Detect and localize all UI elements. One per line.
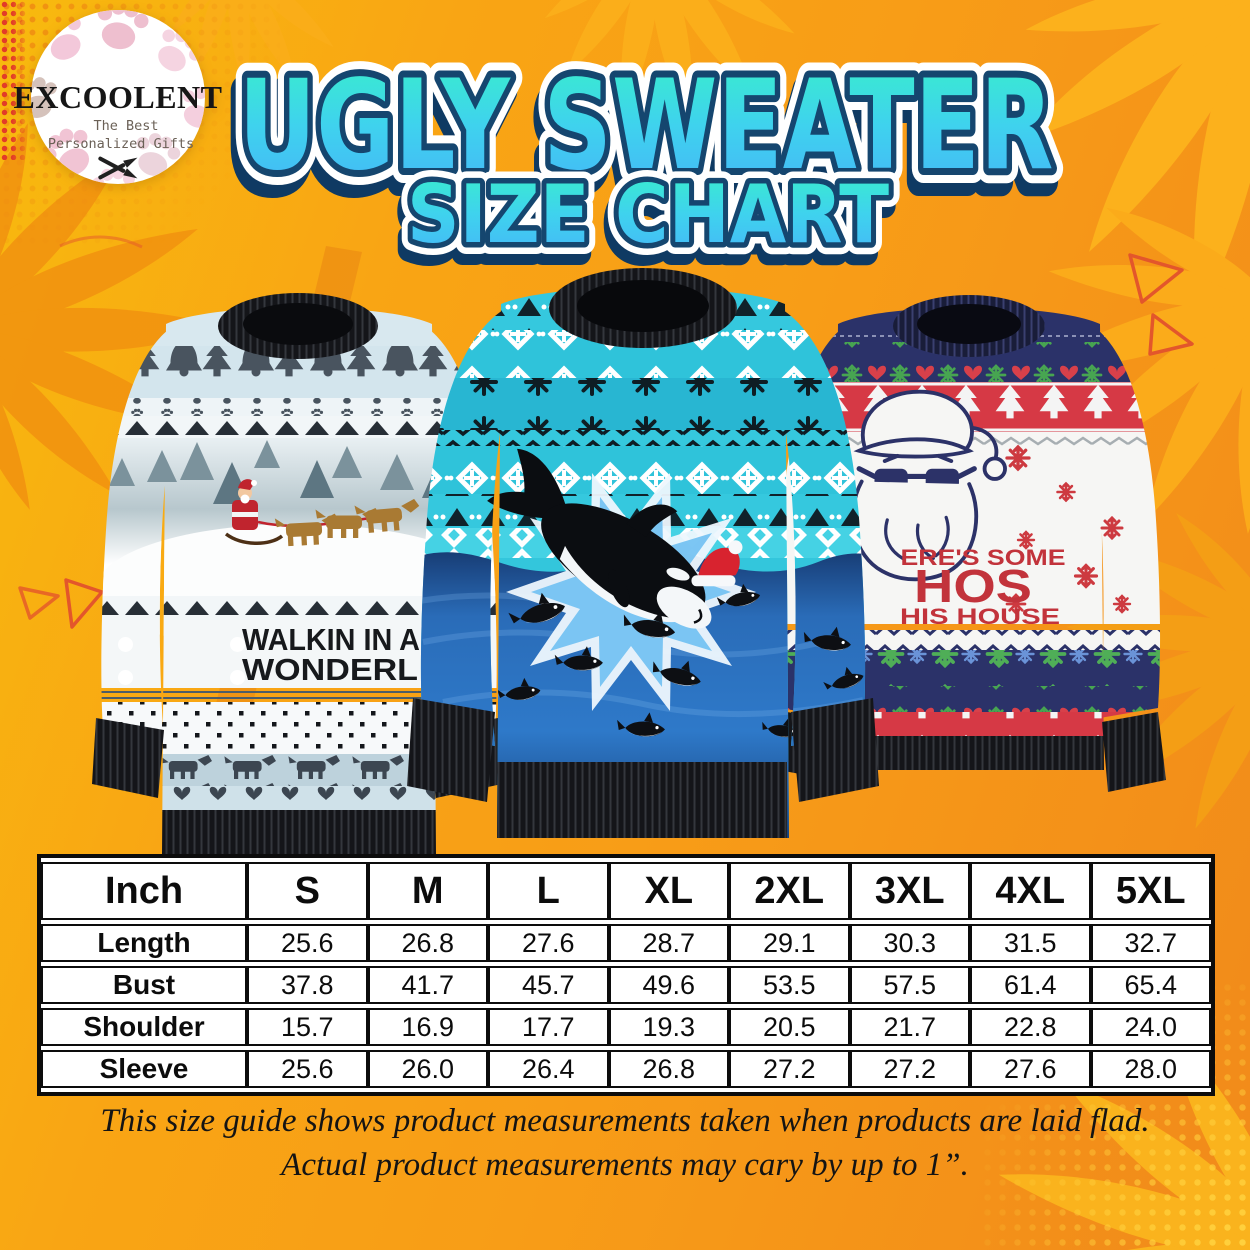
row-label: Length (41, 924, 247, 962)
cell-value: 17.7 (488, 1008, 609, 1046)
column-header: 5XL (1090, 862, 1211, 920)
row-label: Bust (41, 966, 247, 1004)
table-row-bust: Bust 37.8 41.7 45.7 49.6 53.5 57.5 61.4 … (41, 966, 1211, 1004)
size-table-header-row: Inch S M L XL 2XL 3XL 4XL 5XL (41, 862, 1211, 920)
cell-value: 26.0 (367, 1050, 488, 1088)
left-sweater-text-line2: WONDERL (242, 652, 418, 687)
cell-value: 32.7 (1090, 924, 1211, 962)
svg-text:UGLY SWEATER: UGLY SWEATER (234, 67, 1049, 211)
column-header: M (367, 862, 488, 920)
cell-value: 29.1 (729, 924, 850, 962)
cell-value: 45.7 (488, 966, 609, 1004)
cell-value: 27.6 (488, 924, 609, 962)
white-dot (118, 670, 133, 685)
column-header: 3XL (849, 862, 970, 920)
cell-value: 21.7 (849, 1008, 970, 1046)
table-row-sleeve: Sleeve 25.6 26.0 26.4 26.8 27.2 27.2 27.… (41, 1050, 1211, 1088)
big-orca (487, 448, 743, 629)
cell-value: 27.6 (970, 1050, 1091, 1088)
brand-tagline-line2: Personalized Gifts (48, 136, 194, 152)
sweater-orca-santa (407, 268, 879, 838)
disclaimer-line2: Actual product measurements may cary by … (281, 1146, 969, 1183)
title-line2: SIZE CHART (407, 168, 889, 261)
poster-title: UGLY SWEATER UGLY SWEATER UGLY SWEATER S… (219, 39, 1069, 276)
cell-value: 61.4 (970, 966, 1091, 1004)
cell-value: 27.2 (729, 1050, 850, 1088)
cell-value: 26.4 (488, 1050, 609, 1088)
row-label: Shoulder (41, 1008, 247, 1046)
cell-value: 25.6 (247, 924, 368, 962)
brand-name: EXCOOLENT (14, 79, 223, 115)
column-header: 2XL (729, 862, 850, 920)
cell-value: 41.7 (367, 966, 488, 1004)
cell-value: 26.8 (608, 1050, 729, 1088)
cell-value: 49.6 (608, 966, 729, 1004)
disclaimer-line1: This size guide shows product measuremen… (100, 1103, 1150, 1139)
cell-value: 22.8 (970, 1008, 1091, 1046)
cell-value: 24.0 (1090, 1008, 1211, 1046)
cell-value: 25.6 (247, 1050, 368, 1088)
cell-value: 53.5 (729, 966, 850, 1004)
white-dot (118, 637, 133, 652)
svg-text:SIZE CHART: SIZE CHART (407, 168, 889, 261)
santa-hat-icon (691, 540, 743, 587)
left-cuff (92, 718, 164, 798)
column-header: 4XL (970, 862, 1091, 920)
title-line1: UGLY SWEATER (239, 54, 1054, 198)
cell-value: 28.0 (1090, 1050, 1211, 1088)
size-table: Inch S M L XL 2XL 3XL 4XL 5XL Length 25.… (37, 854, 1215, 1096)
right-cuff (1102, 712, 1166, 792)
svg-text:UGLY SWEATER: UGLY SWEATER (239, 54, 1054, 198)
cell-value: 57.5 (849, 966, 970, 1004)
cell-value: 30.3 (849, 924, 970, 962)
right-sweater-text-line1: ERE'S SOME (901, 545, 1066, 570)
left-sweater-text-line1: WALKIN IN A W (242, 622, 455, 657)
column-header: L (488, 862, 609, 920)
cell-value: 15.7 (247, 1008, 368, 1046)
unit-header-cell: Inch (41, 862, 247, 920)
right-sweater-text-line2: HOS (914, 560, 1032, 612)
table-row-shoulder: Shoulder 15.7 16.9 17.7 19.3 20.5 21.7 2… (41, 1008, 1211, 1046)
sweater-dachshund-wonderland: WALKIN IN A W WONDERL (92, 293, 502, 854)
white-dot (230, 670, 245, 685)
column-header: XL (608, 862, 729, 920)
svg-text:SIZE CHART: SIZE CHART (403, 179, 885, 272)
cell-value: 37.8 (247, 966, 368, 1004)
white-dot (230, 637, 245, 652)
cell-value: 27.2 (849, 1050, 970, 1088)
column-header: S (247, 862, 368, 920)
table-row-length: Length 25.6 26.8 27.6 28.7 29.1 30.3 31.… (41, 924, 1211, 962)
santa-sleigh (224, 479, 422, 547)
cell-value: 65.4 (1090, 966, 1211, 1004)
brand-logo-badge: EXCOOLENT The Best Personalized Gifts (14, 10, 223, 184)
cell-value: 31.5 (970, 924, 1091, 962)
measurement-disclaimer: This size guide shows product measuremen… (0, 1100, 1250, 1187)
right-cuff (791, 698, 879, 802)
right-sweater-text-line3: HIS HOUSE (900, 604, 1060, 629)
cell-value: 20.5 (729, 1008, 850, 1046)
cell-value: 16.9 (367, 1008, 488, 1046)
cell-value: 19.3 (608, 1008, 729, 1046)
cell-value: 28.7 (608, 924, 729, 962)
brand-tagline-line1: The Best (93, 118, 158, 134)
row-label: Sleeve (41, 1050, 247, 1088)
cell-value: 26.8 (367, 924, 488, 962)
left-cuff (407, 698, 495, 802)
